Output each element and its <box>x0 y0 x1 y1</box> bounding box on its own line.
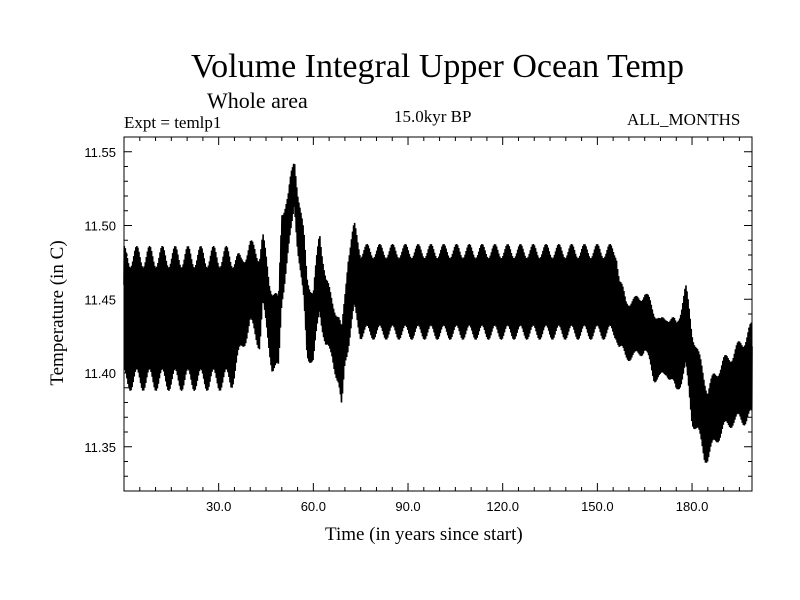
x-tick-label: 30.0 <box>206 499 231 514</box>
x-tick-label: 150.0 <box>581 499 614 514</box>
period-label: 15.0kyr BP <box>394 107 472 126</box>
y-tick-label: 11.55 <box>84 145 116 160</box>
y-tick-label: 11.35 <box>84 440 116 455</box>
months-label: ALL_MONTHS <box>627 110 741 129</box>
x-axis-label: Time (in years since start) <box>325 524 523 545</box>
y-tick-label: 11.40 <box>84 366 116 381</box>
series-line <box>123 163 753 463</box>
x-tick-label: 120.0 <box>486 499 519 514</box>
x-tick-label: 60.0 <box>301 499 326 514</box>
x-tick-label: 180.0 <box>676 499 709 514</box>
y-tick-label: 11.45 <box>84 292 116 307</box>
chart-title: Volume Integral Upper Ocean Temp <box>191 48 684 85</box>
y-tick-label: 11.50 <box>84 219 116 234</box>
x-tick-label: 90.0 <box>395 499 420 514</box>
chart-subtitle: Whole area <box>207 88 308 113</box>
experiment-label: Expt = temlp1 <box>124 113 222 132</box>
